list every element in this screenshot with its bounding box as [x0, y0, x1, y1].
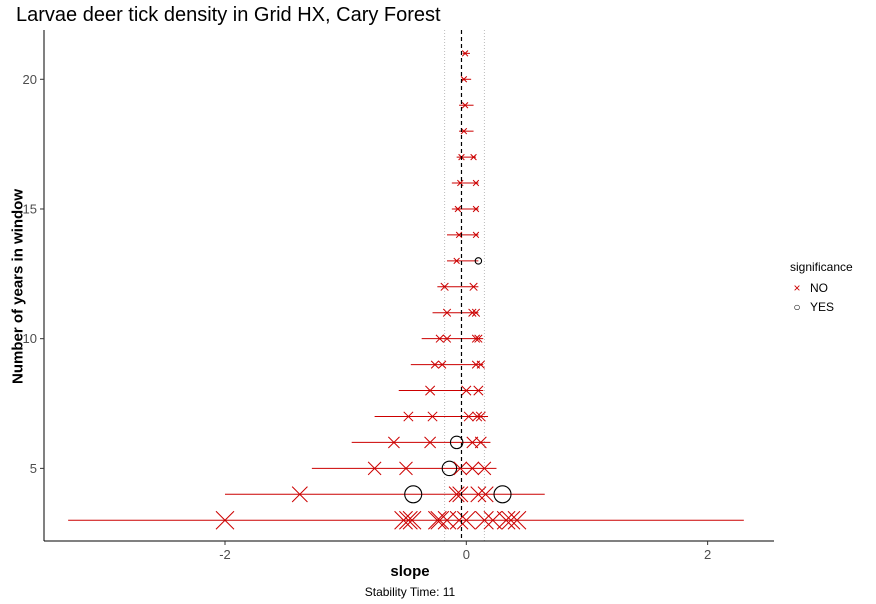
non-significant-point: [461, 50, 469, 57]
non-significant-point: [440, 282, 449, 291]
chart-title: Larvae deer tick density in Grid HX, Car…: [16, 4, 441, 26]
legend-label-yes: YES: [810, 300, 835, 314]
non-significant-point: [507, 510, 527, 530]
non-significant-point: [477, 486, 494, 503]
non-significant-point: [496, 510, 516, 530]
non-significant-point: [470, 486, 487, 503]
non-significant-point: [471, 334, 481, 343]
y-tick-label: 15: [23, 201, 37, 216]
non-significant-point: [483, 510, 503, 530]
non-significant-point: [453, 257, 460, 265]
non-significant-point: [427, 411, 438, 422]
significant-point: [493, 485, 512, 504]
non-significant-point: [466, 436, 479, 449]
non-significant-point: [461, 101, 469, 109]
legend-circle-marker-icon: ○: [793, 300, 801, 314]
significant-point: [474, 257, 483, 265]
non-significant-point: [428, 510, 447, 530]
non-significant-point: [456, 510, 476, 530]
non-significant-point: [477, 461, 492, 476]
non-significant-point: [430, 510, 450, 530]
non-significant-point: [291, 486, 308, 503]
non-significant-point: [367, 461, 382, 476]
non-significant-point: [472, 179, 480, 187]
non-significant-point: [468, 308, 477, 317]
non-significant-point: [435, 334, 444, 343]
non-significant-point: [501, 510, 521, 530]
non-significant-point: [449, 510, 469, 530]
legend-label-no: NO: [810, 281, 828, 295]
non-significant-point: [399, 461, 413, 476]
non-significant-point: [472, 205, 480, 213]
non-significant-point: [403, 411, 414, 422]
significant-point: [449, 435, 464, 450]
legend-item-no: × NO: [790, 281, 828, 295]
non-significant-point: [424, 436, 437, 449]
non-significant-point: [470, 153, 477, 161]
non-significant-point: [472, 411, 483, 422]
legend-item-yes: ○ YES: [790, 300, 834, 314]
x-tick-label: -2: [219, 547, 231, 562]
non-significant-point: [387, 436, 400, 449]
x-tick-label: 0: [463, 547, 470, 562]
non-significant-point: [394, 510, 413, 530]
non-significant-point: [469, 282, 478, 291]
legend-x-marker-icon: ×: [793, 281, 801, 295]
non-significant-point: [474, 436, 487, 449]
non-significant-point: [442, 334, 452, 343]
non-significant-point: [399, 510, 418, 530]
significant-point: [404, 485, 423, 504]
significant-point: [441, 460, 458, 477]
non-significant-point: [473, 385, 484, 396]
non-significant-point: [402, 510, 422, 530]
non-significant-point: [215, 510, 235, 530]
non-significant-point: [471, 308, 481, 317]
non-significant-point: [465, 461, 480, 476]
x-axis-label: slope: [390, 563, 430, 580]
non-significant-point: [453, 461, 468, 476]
non-significant-point: [476, 360, 485, 369]
non-significant-point: [475, 411, 486, 422]
non-significant-point: [461, 385, 472, 396]
non-significant-point: [474, 334, 483, 343]
non-significant-point: [472, 231, 480, 239]
y-tick-label: 5: [30, 461, 37, 476]
x-tick-label: 2: [704, 547, 711, 562]
stability-caption: Stability Time: 11: [364, 585, 456, 599]
non-significant-point: [454, 205, 462, 213]
y-tick-label: 20: [23, 72, 37, 87]
non-significant-point: [425, 385, 436, 396]
y-tick-label: 10: [23, 331, 37, 346]
non-significant-point: [442, 308, 452, 317]
legend-title: significance: [790, 260, 853, 274]
non-significant-point: [463, 411, 474, 422]
non-significant-point: [457, 179, 464, 187]
non-significant-point: [475, 510, 494, 530]
non-significant-point: [452, 486, 469, 503]
non-significant-point: [430, 360, 440, 369]
non-significant-point: [438, 360, 447, 369]
